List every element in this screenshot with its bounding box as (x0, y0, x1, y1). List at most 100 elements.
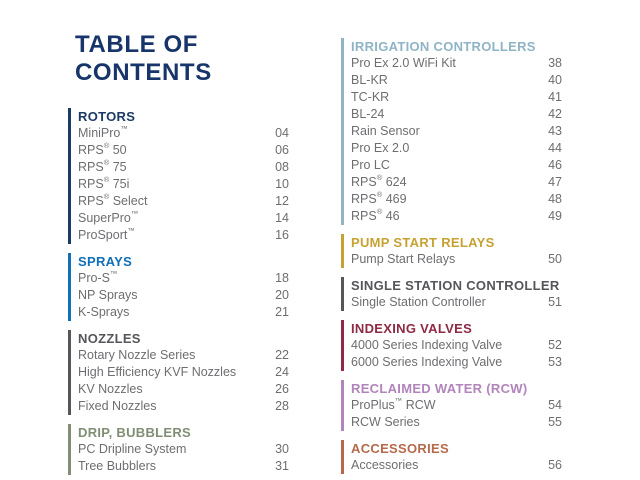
toc-entry[interactable]: RPS® 75 08 (78, 157, 289, 176)
entry-page-number: 20 (275, 288, 289, 302)
entry-label: Pump Start Relays (351, 252, 456, 266)
entry-label: ProSport™ (78, 225, 135, 242)
toc-entry[interactable]: 6000 Series Indexing Valve 53 (351, 354, 562, 371)
page-title-line2: CONTENTS (75, 59, 212, 86)
section-heading: PUMP START RELAYS (351, 235, 495, 250)
toc-section-nozzles: NOZZLES Rotary Nozzle Series 22 High Effici… (68, 330, 289, 415)
entry-page-number: 06 (275, 143, 289, 157)
toc-section-indexing-valves: INDEXING VALVES 4000 Series Indexing Valv… (341, 320, 562, 371)
entry-label: Accessories (351, 458, 419, 472)
entry-page-number: 49 (548, 209, 562, 223)
section-heading: INDEXING VALVES (351, 321, 473, 336)
entry-page-number: 41 (548, 90, 562, 104)
entry-label: Pro LC (351, 158, 390, 172)
toc-entry[interactable]: RPS® 46 49 (351, 206, 562, 225)
entry-page-number: 26 (275, 382, 289, 396)
toc-section-single-station-controller: SINGLE STATION CONTROLLER Single Station … (341, 277, 562, 311)
toc-entry[interactable]: Pro LC 46 (351, 157, 562, 174)
entry-label: BL-24 (351, 107, 385, 121)
entry-page-number: 31 (275, 459, 289, 473)
toc-entry[interactable]: ProSport™ 16 (78, 225, 289, 244)
toc-entry[interactable]: Accessories 56 (351, 457, 562, 474)
toc-entry[interactable]: RCW Series 55 (351, 414, 562, 431)
entry-label: High Efficiency KVF Nozzles (78, 365, 237, 379)
toc-entry[interactable]: RPS® 624 47 (351, 172, 562, 191)
entry-label: RCW Series (351, 415, 420, 429)
toc-entry[interactable]: Tree Bubblers 31 (78, 458, 289, 475)
toc-entry[interactable]: RPS® 469 48 (351, 190, 562, 208)
entry-label: 4000 Series Indexing Valve (351, 338, 503, 352)
entry-page-number: 47 (548, 175, 562, 189)
toc-entry[interactable]: Pro Ex 2.0 WiFi Kit 38 (351, 55, 562, 72)
toc-section-rotors: ROTORS MiniPro™ 04 RPS® 50 06 RPS® 75 08 RPS® 7… (68, 108, 289, 244)
section-heading: IRRIGATION CONTROLLERS (351, 39, 536, 54)
entry-label: KV Nozzles (78, 382, 143, 396)
entry-label: BL-KR (351, 73, 388, 87)
toc-section-drip-bubblers: DRIP, BUBBLERS PC Dripline System 30 Tree B… (68, 424, 289, 475)
entry-page-number: 38 (548, 56, 562, 70)
toc-entry[interactable]: BL-KR 40 (351, 72, 562, 89)
entry-page-number: 55 (548, 415, 562, 429)
toc-entry[interactable]: 4000 Series Indexing Valve 52 (351, 337, 562, 354)
entry-page-number: 24 (275, 365, 289, 379)
entry-label: Rotary Nozzle Series (78, 348, 196, 362)
toc-entry[interactable]: Fixed Nozzles 28 (78, 398, 289, 415)
entry-page-number: 44 (548, 141, 562, 155)
entry-label: Single Station Controller (351, 295, 486, 309)
entry-page-number: 08 (275, 160, 289, 174)
toc-entry[interactable]: RPS® Select 12 (78, 191, 289, 210)
entry-page-number: 56 (548, 458, 562, 472)
toc-entry[interactable]: TC-KR 41 (351, 89, 562, 106)
toc-entry[interactable]: KV Nozzles 26 (78, 381, 289, 398)
entry-label: RPS® 46 (351, 206, 400, 223)
toc-entry[interactable]: High Efficiency KVF Nozzles 24 (78, 364, 289, 381)
toc-entry[interactable]: RPS® 75i 10 (78, 175, 289, 193)
entry-label: RPS® 75 (78, 157, 127, 174)
section-heading: ACCESSORIES (351, 441, 449, 456)
toc-entry[interactable]: SuperPro™ 14 (78, 208, 289, 227)
toc-entry[interactable]: MiniPro™ 04 (78, 124, 289, 142)
toc-section-pump-start-relays: PUMP START RELAYS Pump Start Relays 50 (341, 234, 562, 268)
entry-label: Pro-S™ (78, 268, 118, 285)
section-heading: ROTORS (78, 109, 136, 124)
section-heading: SINGLE STATION CONTROLLER (351, 278, 560, 293)
entry-label: RPS® Select (78, 191, 148, 208)
page-title: TABLE OF CONTENTS (75, 31, 212, 87)
entry-page-number: 52 (548, 338, 562, 352)
entry-label: Tree Bubblers (78, 459, 157, 473)
toc-entry[interactable]: Single Station Controller 51 (351, 294, 562, 311)
entry-page-number: 53 (548, 355, 562, 369)
toc-entry[interactable]: PC Dripline System 30 (78, 441, 289, 458)
toc-section-irrigation-controllers: IRRIGATION CONTROLLERS Pro Ex 2.0 WiFi Ki… (341, 38, 562, 225)
toc-entry[interactable]: Pro-S™ 18 (78, 268, 289, 287)
entry-label: RPS® 50 (78, 140, 127, 157)
entry-page-number: 14 (275, 211, 289, 225)
toc-entry[interactable]: BL-24 42 (351, 106, 562, 123)
toc-entry[interactable]: Rotary Nozzle Series 22 (78, 347, 289, 364)
entry-page-number: 42 (548, 107, 562, 121)
toc-entry[interactable]: RPS® 50 06 (78, 140, 289, 159)
toc-section-accessories: ACCESSORIES Accessories 56 (341, 440, 562, 474)
toc-section-reclaimed-water-rcw: RECLAIMED WATER (RCW) ProPlus™ RCW 54 RCW S… (341, 380, 562, 431)
entry-page-number: 30 (275, 442, 289, 456)
toc-entry[interactable]: Rain Sensor 43 (351, 123, 562, 140)
entry-page-number: 18 (275, 271, 289, 285)
toc-entry[interactable]: Pump Start Relays 50 (351, 251, 562, 268)
toc-entry[interactable]: ProPlus™ RCW 54 (351, 396, 562, 414)
entry-page-number: 04 (275, 126, 289, 140)
entry-page-number: 48 (548, 192, 562, 206)
toc-entry[interactable]: K-Sprays 21 (78, 304, 289, 321)
entry-label: 6000 Series Indexing Valve (351, 355, 503, 369)
section-heading: NOZZLES (78, 331, 141, 346)
toc-entry[interactable]: Pro Ex 2.0 44 (351, 140, 562, 157)
section-heading: DRIP, BUBBLERS (78, 425, 192, 440)
entry-page-number: 46 (548, 158, 562, 172)
entry-label: K-Sprays (78, 305, 130, 319)
entry-page-number: 10 (275, 177, 289, 191)
toc-column-left: ROTORS MiniPro™ 04 RPS® 50 06 RPS® 75 08 RPS® 7… (68, 108, 289, 480)
entry-page-number: 28 (275, 399, 289, 413)
toc-entry[interactable]: NP Sprays 20 (78, 287, 289, 304)
entry-page-number: 51 (548, 295, 562, 309)
entry-label: SuperPro™ (78, 208, 139, 225)
entry-label: RPS® 624 (351, 172, 407, 189)
